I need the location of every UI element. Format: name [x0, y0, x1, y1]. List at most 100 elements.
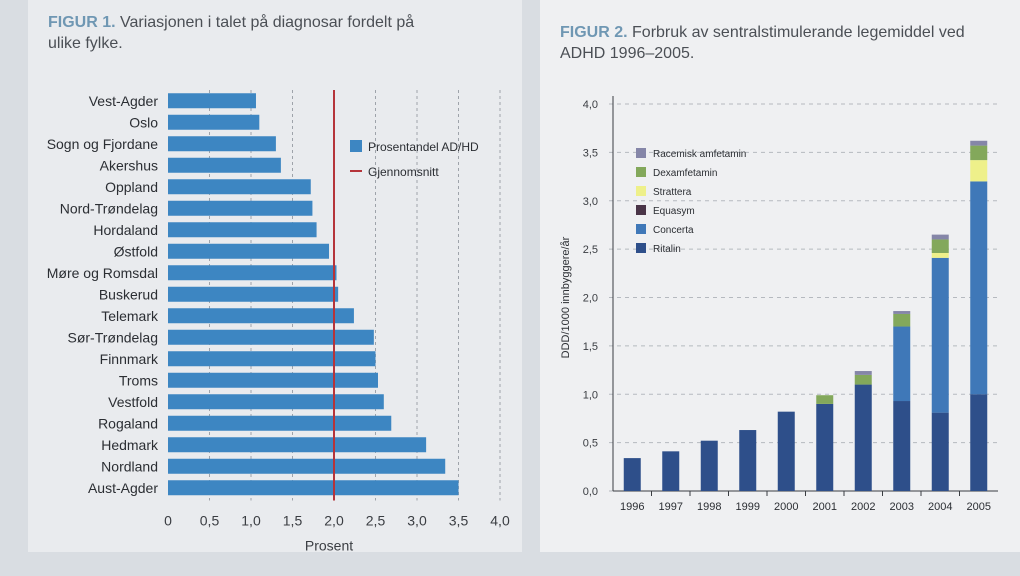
legend-label: Strattera: [653, 187, 692, 198]
bar: [168, 222, 317, 238]
bar-segment: [970, 181, 988, 395]
x-tick-label: 2005: [967, 501, 991, 513]
legend-swatch: [350, 140, 362, 152]
category-label: Troms: [119, 372, 158, 388]
category-label: Buskerud: [99, 286, 158, 302]
bar-segment: [970, 145, 988, 161]
bar: [168, 114, 260, 130]
bar-segment: [854, 371, 872, 375]
x-tick-label: 1997: [659, 501, 683, 513]
bar-segment: [893, 326, 911, 402]
category-label: Telemark: [101, 308, 159, 324]
y-tick-label: 2,5: [583, 244, 598, 256]
y-tick-label: 2,0: [583, 293, 598, 305]
x-tick-label: 1999: [736, 501, 760, 513]
x-tick-label: 0,5: [200, 513, 220, 529]
figure2-chart: 0,0 0,5 1,0 1,5 2,0 2,5 3,0 3,5 4,0 DDD/1000 innb…: [560, 96, 998, 513]
legend-label: Dexamfetamin: [653, 168, 717, 179]
category-label: Rogaland: [98, 415, 158, 431]
figure2-number: FIGUR 2.: [560, 24, 628, 41]
x-tick-label: 2,5: [366, 513, 386, 529]
y-tick-label: 1,0: [583, 389, 598, 401]
bar-segment: [623, 458, 641, 491]
y-tick-label: 0,5: [583, 438, 598, 450]
category-label: Finnmark: [100, 351, 159, 367]
figure2-title: FIGUR 2. Forbruk av sentralstimulerande …: [560, 22, 970, 64]
y-tick-label: 3,0: [583, 196, 598, 208]
bar: [168, 179, 311, 195]
bar: [168, 308, 354, 324]
bar-segment: [816, 403, 834, 491]
category-label: Oslo: [129, 114, 158, 130]
bar: [168, 480, 459, 496]
x-tick-label: 2,0: [324, 513, 344, 529]
x-tick-label: 1996: [620, 501, 644, 513]
bar: [168, 458, 446, 474]
x-tick-label: 4,0: [490, 513, 510, 529]
y-tick-label: 4,0: [583, 99, 598, 111]
y-axis-label: DDD/1000 innbyggere/år: [560, 236, 572, 358]
legend-label: Racemisk amfetamin: [653, 149, 746, 160]
legend-label: Prosentandel AD/HD: [368, 140, 479, 154]
bar: [168, 93, 256, 109]
category-label: Akershus: [100, 157, 158, 173]
bar-segment: [970, 394, 988, 491]
bar: [168, 351, 376, 367]
x-tick-label: 0: [164, 513, 172, 529]
x-tick-label: 3,0: [407, 513, 427, 529]
legend-label: Equasym: [653, 206, 695, 217]
category-label: Møre og Romsdal: [47, 265, 158, 281]
category-label: Østfold: [114, 243, 158, 259]
bar-segment: [970, 160, 988, 182]
bar-segment: [816, 395, 834, 404]
bar: [168, 437, 427, 453]
bar: [168, 415, 392, 431]
category-label: Sør-Trøndelag: [67, 329, 158, 345]
bar-segment: [931, 412, 949, 491]
category-label: Vestfold: [108, 394, 158, 410]
bar-segment: [662, 451, 680, 491]
bar-segment: [931, 234, 949, 240]
category-label: Sogn og Fjordane: [47, 136, 159, 152]
category-label: Nord-Trøndelag: [60, 200, 158, 216]
bar-segment: [893, 311, 911, 314]
y-tick-label: 3,5: [583, 147, 598, 159]
x-tick-label: 1,0: [241, 513, 261, 529]
y-tick-label: 0,0: [583, 486, 598, 498]
figure2-title-text: Forbruk av sentralstimulerande legemidde…: [560, 24, 965, 62]
figure1-title-text: Variasjonen i talet på diagnosar fordelt…: [48, 14, 415, 52]
figure1-title: FIGUR 1. Variasjonen i talet på diagnosa…: [48, 12, 428, 54]
category-label: Oppland: [105, 179, 158, 195]
bar: [168, 136, 276, 152]
x-tick-label: 2000: [774, 501, 798, 513]
bar-segment: [854, 374, 872, 385]
x-tick-label: 1,5: [283, 513, 303, 529]
figure1-panel: FIGUR 1. Variasjonen i talet på diagnosa…: [28, 0, 522, 552]
category-label: Hordaland: [93, 222, 158, 238]
bar-segment: [931, 257, 949, 413]
bar-segment: [893, 401, 911, 491]
figure2-panel: FIGUR 2. Forbruk av sentralstimulerande …: [540, 0, 1020, 552]
bar: [168, 394, 384, 410]
y-tick-label: 1,5: [583, 341, 598, 353]
bar-segment: [739, 430, 757, 491]
bar: [168, 372, 378, 388]
bar-segment: [970, 140, 988, 146]
x-axis-label: Prosent: [305, 538, 353, 553]
category-label: Aust-Agder: [88, 480, 158, 496]
bar-segment: [854, 384, 872, 491]
figure1-chart: 0 0,5 1,0 1,5 2,0 2,5 3,0 3,5 4,0 Prosent Vest-Agd…: [47, 90, 510, 553]
x-tick-label: 2002: [851, 501, 875, 513]
bar: [168, 286, 339, 302]
x-tick-label: 3,5: [449, 513, 469, 529]
legend-label: Ritalin: [653, 244, 681, 255]
bar: [168, 157, 281, 173]
bar: [168, 200, 313, 216]
bar-segment: [777, 411, 795, 491]
legend-swatch: [636, 205, 646, 215]
x-tick-label: 2003: [890, 501, 914, 513]
legend-swatch: [636, 243, 646, 253]
legend-label: Concerta: [653, 225, 694, 236]
category-label: Hedmark: [101, 437, 159, 453]
bar-segment: [893, 313, 911, 327]
